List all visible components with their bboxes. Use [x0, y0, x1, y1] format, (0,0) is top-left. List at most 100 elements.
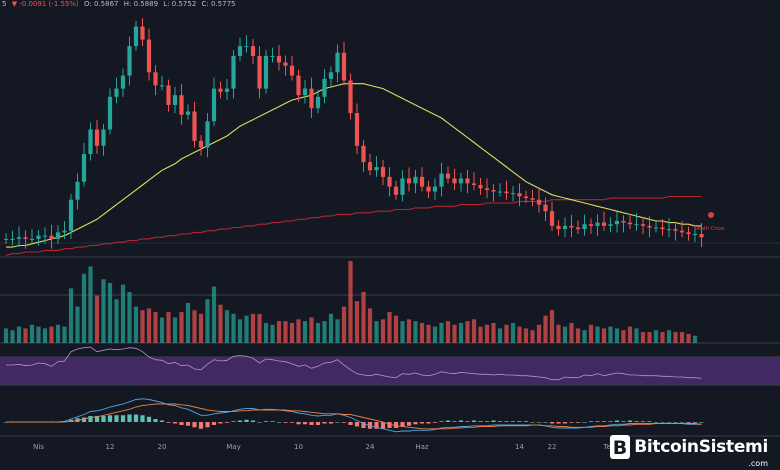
volume-bar	[322, 321, 327, 343]
volume-bar	[380, 319, 386, 343]
volume-bar	[471, 319, 477, 343]
macd-histogram-bar	[439, 421, 444, 422]
candle-body	[348, 80, 353, 114]
candle-body	[400, 178, 405, 195]
logo-domain: .com	[748, 459, 768, 468]
x-axis: Nis 12 20 May 10 24 Haz 14 22 Tem	[33, 443, 618, 451]
change-value: ▼ -0.0091 (-1.55%)	[11, 0, 79, 8]
volume-bar	[400, 321, 405, 343]
macd-histogram-bar	[244, 419, 249, 422]
macd-histogram-bar	[81, 417, 87, 422]
candle-body	[439, 173, 444, 187]
volume-bar	[517, 326, 522, 343]
macd-histogram-bar	[335, 422, 340, 423]
volume-pane	[3, 261, 698, 343]
volume-bar	[432, 326, 438, 343]
volume-bar	[36, 326, 41, 343]
macd-histogram-bar	[530, 422, 535, 423]
volume-bar	[42, 328, 48, 343]
macd-histogram-bar	[556, 422, 561, 424]
volume-bar	[367, 308, 373, 343]
volume-bar	[302, 321, 308, 343]
volume-bar	[660, 332, 665, 343]
macd-histogram-bar	[114, 415, 119, 422]
volume-bar	[166, 312, 171, 343]
candle-body	[198, 140, 204, 148]
volume-bar	[114, 299, 119, 343]
macd-histogram-bar	[283, 422, 288, 423]
candle-body	[114, 88, 119, 97]
macd-histogram-bar	[634, 421, 639, 422]
volume-bar	[523, 328, 529, 343]
symbol-fragment: 5	[2, 0, 7, 8]
volume-bar	[387, 312, 392, 343]
high-value: H: 0.5889	[123, 0, 159, 8]
ma50-layer	[6, 83, 702, 248]
volume-bar	[296, 319, 301, 343]
volume-bar	[413, 321, 418, 343]
macd-histogram-bar	[419, 422, 425, 424]
volume-bar	[270, 324, 275, 343]
candle-body	[374, 167, 379, 171]
candle-body	[491, 189, 496, 192]
candle-body	[660, 227, 665, 230]
candle-body	[595, 222, 600, 226]
macd-histogram-bar	[484, 421, 490, 422]
candle-body	[484, 188, 490, 190]
macd-histogram-bar	[478, 421, 483, 422]
candle-body	[75, 181, 80, 200]
macd-histogram-bar	[309, 422, 314, 425]
macd-histogram-bar	[328, 422, 334, 424]
volume-bar	[231, 313, 236, 343]
macd-histogram-bar	[153, 419, 158, 422]
macd-histogram-bar	[133, 414, 139, 422]
volume-bar	[634, 328, 639, 343]
candle-body	[315, 96, 321, 109]
low-value: L: 0.5752	[163, 0, 197, 8]
macd-histogram-bar	[218, 422, 223, 424]
volume-bar	[315, 322, 321, 343]
macd-histogram-bar	[172, 422, 178, 424]
close-value: C: 0.5775	[201, 0, 236, 8]
macd-histogram-bar	[166, 422, 171, 423]
candle-body	[692, 234, 698, 236]
volume-bar	[29, 324, 35, 343]
macd-histogram-bar	[653, 422, 659, 423]
macd-histogram-bar	[432, 422, 438, 423]
candle-body	[647, 225, 652, 228]
candle-body	[354, 113, 360, 146]
candle-body	[471, 183, 477, 186]
rsi-line	[6, 346, 702, 381]
volume-bar	[289, 322, 295, 343]
volume-bar	[556, 324, 561, 343]
candle-body	[465, 178, 470, 184]
macd-histogram-bar	[445, 420, 451, 422]
candle-body	[653, 227, 659, 229]
candle-body	[679, 230, 685, 233]
volume-bar	[426, 324, 431, 343]
macd-histogram-bar	[673, 422, 678, 423]
candle-body	[153, 72, 158, 86]
candle-body	[367, 162, 373, 171]
candle-body	[497, 191, 503, 193]
macd-histogram-bar	[536, 422, 542, 423]
macd-histogram-bar	[406, 422, 412, 426]
candle-body	[582, 224, 587, 230]
candle-body	[29, 238, 35, 240]
volume-bar	[3, 328, 9, 343]
macd-histogram-bar	[465, 421, 470, 422]
candle-body	[341, 52, 347, 81]
volume-bar	[348, 261, 353, 343]
volume-bar	[686, 333, 691, 343]
candle-body	[140, 26, 145, 40]
macd-histogram-bar	[452, 421, 457, 422]
candle-body	[81, 153, 87, 182]
candle-body	[686, 232, 691, 235]
macd-histogram-bar	[562, 422, 568, 424]
candle-body	[16, 237, 22, 239]
macd-histogram-bar	[179, 422, 184, 425]
volume-bar	[159, 317, 165, 343]
candle-body	[127, 46, 132, 76]
macd-histogram-bar	[575, 422, 581, 423]
candle-body	[530, 198, 535, 200]
